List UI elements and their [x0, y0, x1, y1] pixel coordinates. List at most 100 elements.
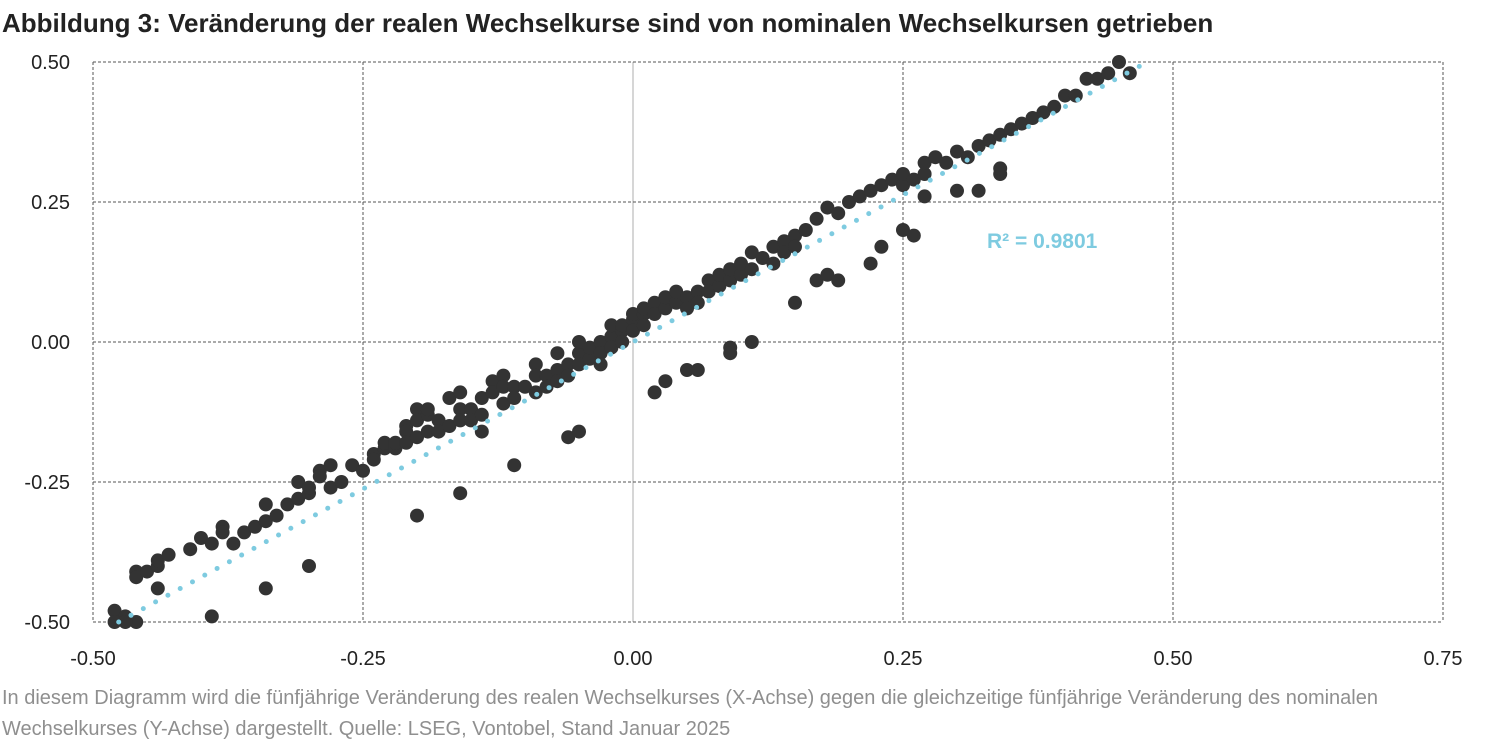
data-point — [572, 335, 586, 349]
data-point — [712, 267, 727, 282]
data-point — [107, 615, 122, 629]
data-point — [496, 368, 511, 383]
data-point — [269, 508, 284, 523]
data-point — [723, 262, 738, 277]
data-point — [723, 273, 738, 288]
data-point — [842, 195, 856, 209]
data-point — [798, 223, 813, 237]
data-point — [615, 318, 630, 333]
data-point — [982, 133, 997, 148]
data-point — [399, 424, 414, 439]
data-point — [593, 357, 608, 372]
data-point — [960, 150, 975, 165]
data-point — [248, 519, 262, 534]
data-point — [150, 553, 165, 568]
data-point — [107, 603, 122, 618]
data-point — [464, 413, 478, 428]
data-point — [928, 150, 943, 165]
data-point — [410, 402, 424, 417]
x-tick-label: -0.50 — [70, 648, 116, 670]
data-point — [194, 531, 208, 545]
data-point — [647, 307, 662, 321]
data-point — [1014, 116, 1029, 131]
data-point — [896, 223, 910, 237]
data-point — [302, 480, 316, 495]
data-point — [863, 256, 878, 271]
data-point — [561, 430, 576, 445]
data-point — [118, 615, 133, 629]
data-point — [561, 368, 576, 383]
data-point — [647, 295, 662, 310]
data-point — [701, 284, 716, 299]
data-point — [690, 295, 705, 310]
data-point — [496, 396, 511, 411]
data-point — [647, 385, 662, 400]
data-point — [744, 245, 759, 260]
data-point — [129, 615, 144, 629]
x-axis: -0.50 -0.25 0.00 0.25 0.50 0.75 — [70, 648, 1462, 670]
data-point — [464, 402, 478, 417]
data-point — [734, 267, 748, 282]
data-point — [582, 340, 597, 355]
data-point — [496, 379, 511, 394]
data-point — [507, 458, 522, 473]
data-point — [993, 161, 1008, 176]
data-point — [593, 335, 608, 349]
data-point — [669, 295, 684, 310]
data-point — [226, 536, 241, 551]
data-point — [852, 189, 867, 204]
data-point — [831, 273, 846, 288]
data-point — [744, 335, 759, 349]
data-point — [917, 155, 932, 170]
data-point — [442, 419, 457, 433]
data-point — [755, 251, 770, 265]
data-point — [1079, 71, 1094, 86]
data-point — [258, 514, 273, 529]
data-point — [626, 307, 640, 321]
data-point — [334, 475, 349, 489]
data-point — [950, 183, 964, 198]
x-tick-label: -0.25 — [340, 648, 386, 670]
data-point — [971, 139, 986, 153]
data-point — [723, 346, 738, 361]
data-point — [528, 357, 543, 372]
data-point — [604, 329, 619, 344]
data-point — [744, 262, 759, 277]
data-point — [917, 189, 932, 204]
data-point — [690, 363, 705, 377]
data-point — [658, 290, 673, 305]
data-point — [788, 228, 802, 243]
data-point — [917, 167, 932, 181]
grid-lines — [92, 61, 1444, 623]
data-point — [950, 144, 964, 159]
x-tick-label: 0.75 — [1424, 648, 1463, 670]
data-point — [593, 346, 608, 361]
data-point — [561, 357, 576, 372]
data-point — [885, 172, 900, 187]
data-point — [410, 508, 424, 523]
data-points — [107, 55, 1137, 629]
data-point — [1090, 71, 1105, 86]
data-point — [410, 430, 424, 445]
data-point — [518, 379, 532, 394]
data-point — [507, 379, 522, 394]
data-point — [669, 284, 684, 299]
data-point — [453, 385, 468, 400]
y-axis: 0.50 0.25 0.00 -0.25 -0.50 — [24, 52, 70, 634]
y-tick-label: 0.00 — [31, 332, 70, 354]
data-point — [1036, 105, 1051, 120]
data-point — [604, 340, 619, 355]
data-point — [539, 368, 554, 383]
scatter-chart: 0.50 0.25 0.00 -0.25 -0.50 -0.50 -0.25 0.00 0.2… — [24, 52, 1462, 670]
data-point — [1047, 99, 1062, 114]
y-tick-label: 0.50 — [31, 52, 70, 74]
data-point — [820, 267, 835, 282]
data-point — [680, 363, 694, 377]
data-point — [701, 273, 716, 288]
data-point — [237, 525, 252, 540]
data-point — [399, 435, 414, 450]
data-point — [356, 463, 370, 478]
r-squared-label: R² = 0.9801 — [987, 230, 1098, 253]
data-point — [442, 391, 457, 405]
data-point — [582, 351, 597, 366]
